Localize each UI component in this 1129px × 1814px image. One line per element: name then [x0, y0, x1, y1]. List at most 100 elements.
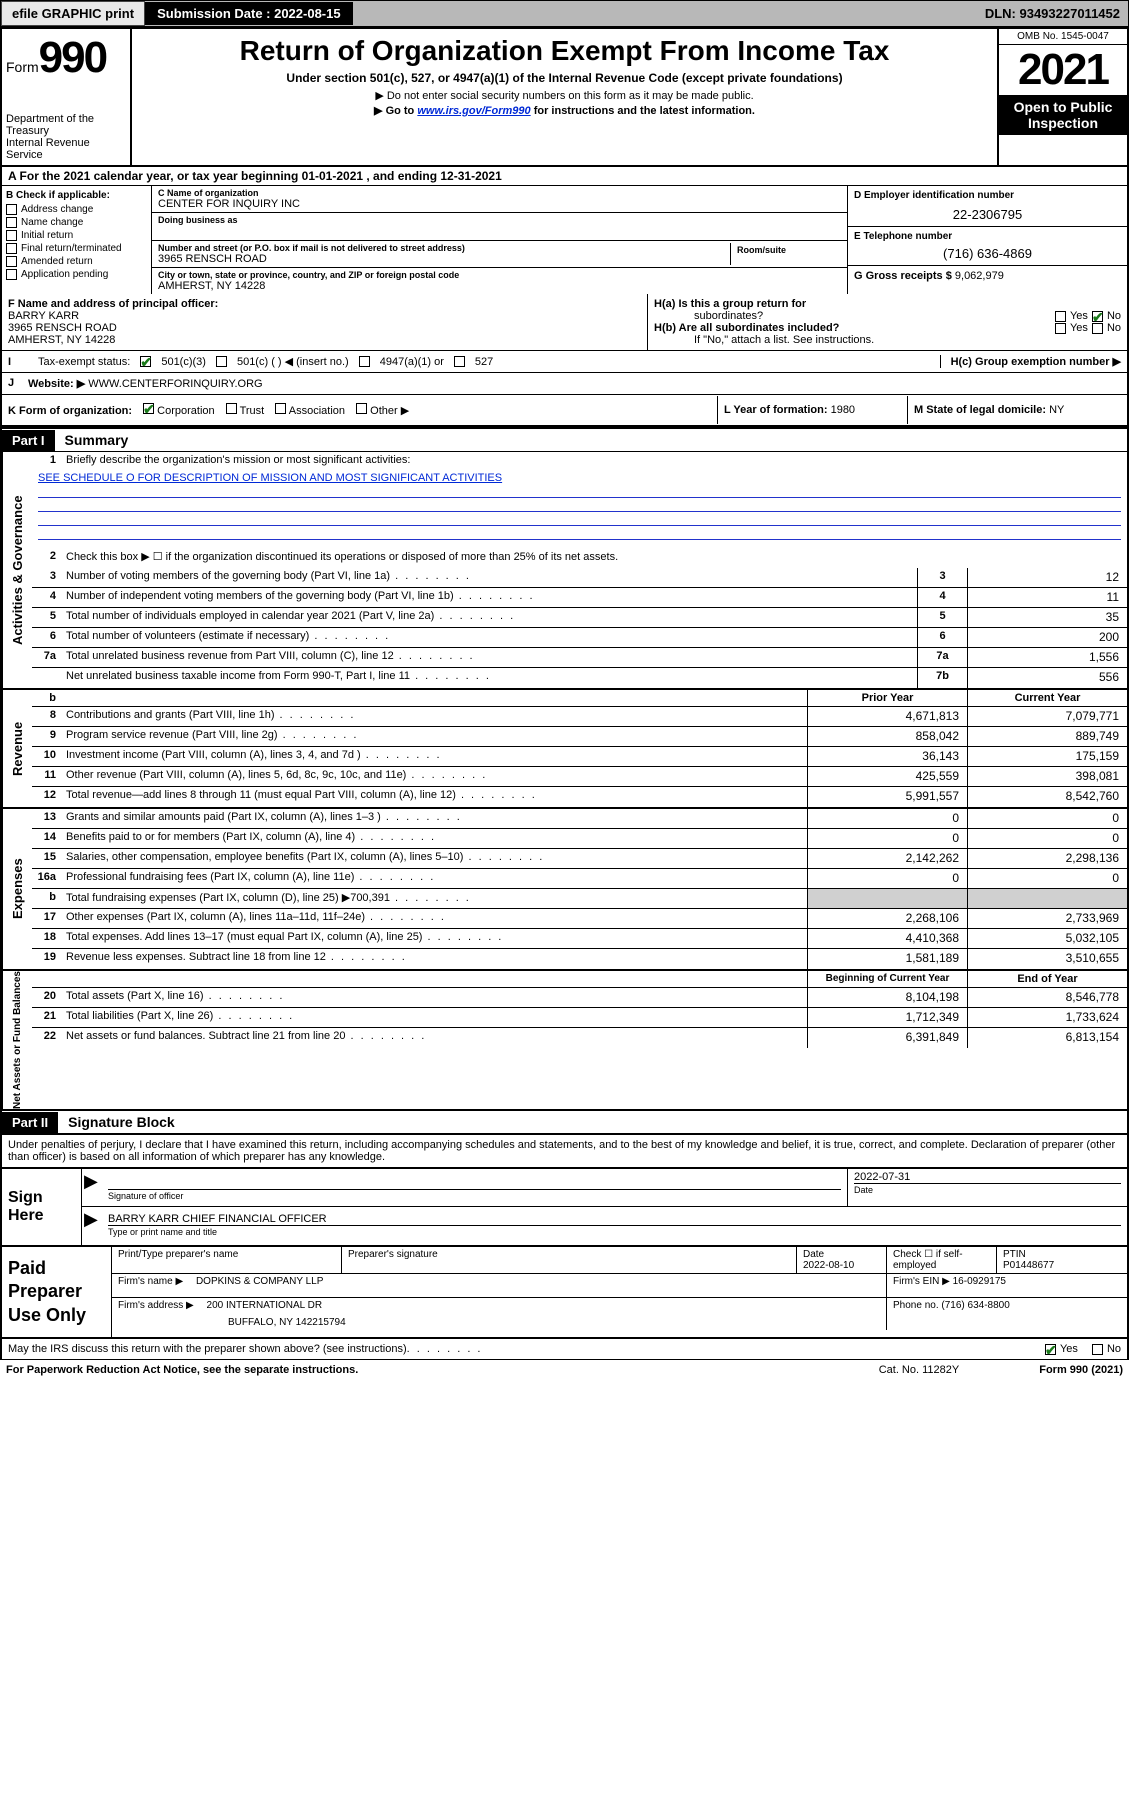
row-i: I Tax-exempt status: 501(c)(3) 501(c) ( … — [0, 351, 1129, 373]
line-num: 22 — [32, 1028, 62, 1048]
c-city-label: City or town, state or province, country… — [158, 270, 841, 280]
line-num: 6 — [32, 628, 62, 647]
chk-pending[interactable]: Application pending — [6, 269, 147, 280]
tab-netassets: Net Assets or Fund Balances — [2, 971, 32, 1109]
rev-header: b Prior Year Current Year — [32, 690, 1127, 707]
current-val: 8,546,778 — [967, 988, 1127, 1007]
current-val: 889,749 — [967, 727, 1127, 746]
hb-label: H(b) Are all subordinates included? — [654, 322, 839, 334]
sig-intro: Under penalties of perjury, I declare th… — [0, 1134, 1129, 1169]
discuss-text: May the IRS discuss this return with the… — [8, 1343, 407, 1355]
checkbox-checked-icon[interactable] — [140, 356, 151, 367]
current-val: 6,813,154 — [967, 1028, 1127, 1048]
summary-line: 18 Total expenses. Add lines 13–17 (must… — [32, 929, 1127, 949]
header-right: OMB No. 1545-0047 2021 Open to Public In… — [997, 29, 1127, 165]
opt-501c3: 501(c)(3) — [161, 356, 206, 368]
summary-line: 8 Contributions and grants (Part VIII, l… — [32, 707, 1127, 727]
j-label: Website: ▶ — [28, 378, 85, 390]
chk-name[interactable]: Name change — [6, 217, 147, 228]
line-cell: 5 — [917, 608, 967, 627]
summary-line: b Total fundraising expenses (Part IX, c… — [32, 889, 1127, 909]
checkbox-icon — [6, 269, 17, 280]
yes-label: Yes — [1070, 310, 1088, 322]
check-self: Check ☐ if self-employed — [887, 1247, 997, 1273]
checkbox-icon[interactable] — [1055, 311, 1066, 322]
checkbox-icon[interactable] — [1092, 1344, 1103, 1355]
f-block: F Name and address of principal officer:… — [2, 294, 647, 350]
firm-addr-row: Firm's address ▶ 200 INTERNATIONAL DR BU… — [112, 1298, 887, 1330]
prior-val — [807, 889, 967, 908]
summary-line: 13 Grants and similar amounts paid (Part… — [32, 809, 1127, 829]
exp-body: 13 Grants and similar amounts paid (Part… — [32, 809, 1127, 969]
summary-line: 15 Salaries, other compensation, employe… — [32, 849, 1127, 869]
summary-line: Net unrelated business taxable income fr… — [32, 668, 1127, 688]
current-val: 3,510,655 — [967, 949, 1127, 969]
line-text: Investment income (Part VIII, column (A)… — [62, 747, 807, 766]
prior-val: 0 — [807, 869, 967, 888]
paid-preparer-block: Paid Preparer Use Only Print/Type prepar… — [0, 1247, 1129, 1339]
hc-label: H(c) Group exemption number ▶ — [951, 356, 1121, 368]
d-ein: D Employer identification number 22-2306… — [848, 186, 1127, 227]
checkbox-checked-icon[interactable] — [1045, 1344, 1056, 1355]
line-text: Total fundraising expenses (Part IX, col… — [62, 889, 807, 908]
efile-print-button[interactable]: efile GRAPHIC print — [1, 1, 145, 26]
line-text: Net assets or fund balances. Subtract li… — [62, 1028, 807, 1048]
checkbox-icon[interactable] — [454, 356, 465, 367]
inspection-badge: Open to Public Inspection — [999, 95, 1127, 135]
line-num — [32, 668, 62, 688]
chk-initial[interactable]: Initial return — [6, 230, 147, 241]
goto-pre: ▶ Go to — [374, 105, 417, 117]
prep-date-cell: Date 2022-08-10 — [797, 1247, 887, 1273]
ha-sub: subordinates? — [654, 310, 763, 322]
summary-line: 11 Other revenue (Part VIII, column (A),… — [32, 767, 1127, 787]
checkbox-icon[interactable] — [226, 403, 237, 414]
checkbox-icon[interactable] — [275, 403, 286, 414]
checkbox-icon[interactable] — [1055, 323, 1066, 334]
c-city-row: City or town, state or province, country… — [152, 268, 847, 294]
blank: b — [32, 690, 62, 706]
summary-line: 6 Total number of volunteers (estimate i… — [32, 628, 1127, 648]
summary-line: 19 Revenue less expenses. Subtract line … — [32, 949, 1127, 969]
line2-text: Check this box ▶ ☐ if the organization d… — [62, 548, 1127, 568]
line-cell: 3 — [917, 568, 967, 587]
line-text: Contributions and grants (Part VIII, lin… — [62, 707, 807, 726]
irs-label: Internal Revenue Service — [6, 137, 126, 161]
line-num: 7a — [32, 648, 62, 667]
chk-final[interactable]: Final return/terminated — [6, 243, 147, 254]
checkbox-icon[interactable] — [359, 356, 370, 367]
col-b: B Check if applicable: Address change Na… — [2, 186, 152, 294]
checkbox-icon[interactable] — [216, 356, 227, 367]
line-text: Other revenue (Part VIII, column (A), li… — [62, 767, 807, 786]
col-c: C Name of organization CENTER FOR INQUIR… — [152, 186, 847, 294]
line1-text: Briefly describe the organization's miss… — [62, 452, 1127, 472]
irs-link[interactable]: www.irs.gov/Form990 — [417, 105, 530, 117]
k-trust: Trust — [240, 405, 265, 417]
room-label: Room/suite — [737, 245, 835, 255]
firm-ein-label: Firm's EIN ▶ — [893, 1276, 950, 1287]
line-num: b — [32, 889, 62, 908]
end-year-hdr: End of Year — [967, 971, 1127, 987]
k-label: K Form of organization: — [8, 405, 132, 417]
line-text: Grants and similar amounts paid (Part IX… — [62, 809, 807, 828]
checkbox-checked-icon[interactable] — [143, 403, 154, 414]
current-val: 2,298,136 — [967, 849, 1127, 868]
ag-body: 1 Briefly describe the organization's mi… — [32, 452, 1127, 688]
checkbox-icon[interactable] — [356, 403, 367, 414]
line-text: Other expenses (Part IX, column (A), lin… — [62, 909, 807, 928]
chk-label: Application pending — [21, 269, 108, 280]
chk-address[interactable]: Address change — [6, 204, 147, 215]
goto-note: ▶ Go to www.irs.gov/Form990 for instruct… — [142, 104, 987, 117]
line-text: Number of voting members of the governin… — [62, 568, 917, 587]
form-header: Form990 Department of the Treasury Inter… — [0, 27, 1129, 167]
h-block: H(a) Is this a group return for subordin… — [647, 294, 1127, 350]
line-text: Total revenue—add lines 8 through 11 (mu… — [62, 787, 807, 807]
g-value: 9,062,979 — [955, 270, 1004, 282]
line-text: Total number of individuals employed in … — [62, 608, 917, 627]
summary-line: 5 Total number of individuals employed i… — [32, 608, 1127, 628]
mission-line — [38, 484, 1121, 498]
chk-label: Address change — [21, 204, 93, 215]
chk-amended[interactable]: Amended return — [6, 256, 147, 267]
checkbox-checked-icon[interactable] — [1092, 311, 1103, 322]
ein-value: 22-2306795 — [854, 201, 1121, 222]
ptin-value: P01448677 — [1003, 1260, 1121, 1271]
